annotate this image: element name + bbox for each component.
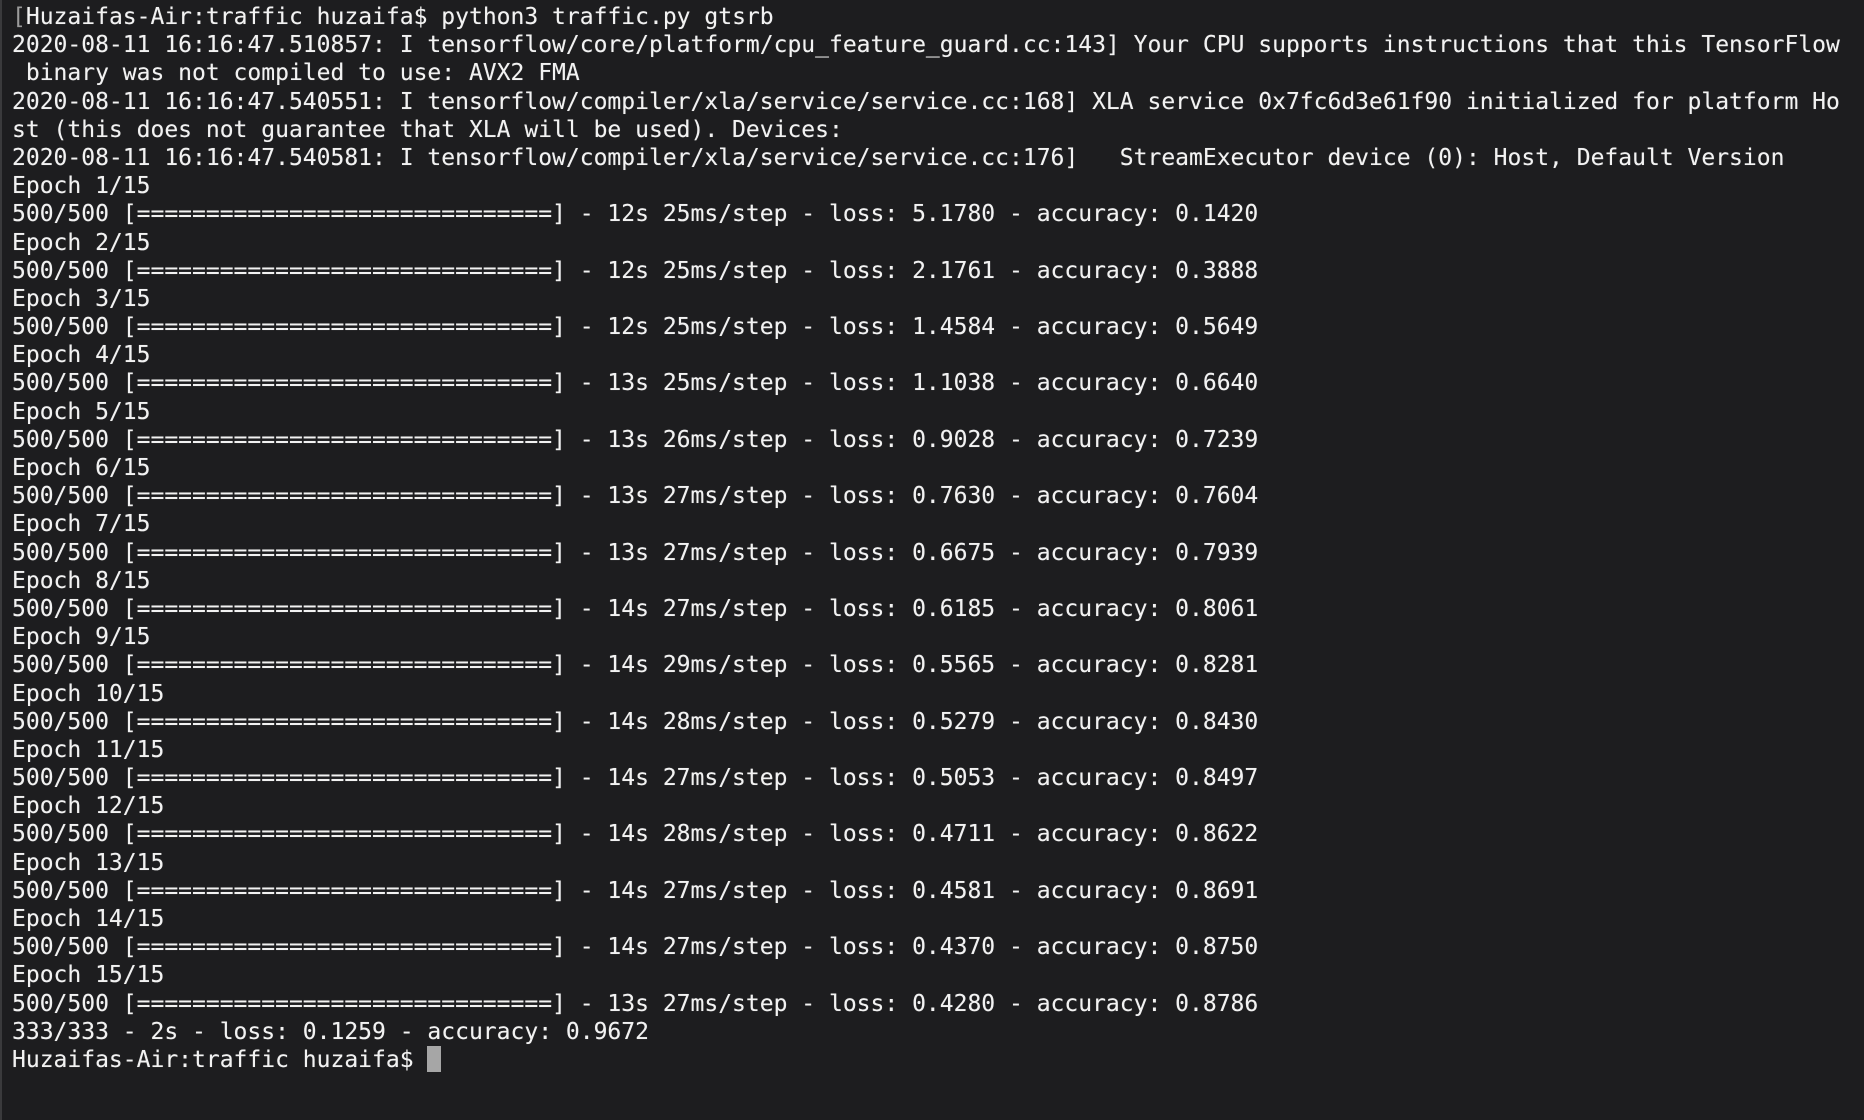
epoch-label-line: Epoch 1/15 bbox=[12, 173, 151, 200]
epoch-label-line: Epoch 14/15 bbox=[12, 906, 165, 932]
tf-log-line: 2020-08-11 16:16:47.540581: I tensorflow… bbox=[12, 144, 1785, 171]
epoch-label-line: Epoch 3/15 bbox=[12, 285, 151, 312]
epoch-progress-line: 500/500 [==============================]… bbox=[12, 483, 1259, 510]
shell-prompt: Huzaifas-Air:traffic huzaifa$ bbox=[25, 4, 442, 30]
final-prompt-line: Huzaifas-Air:traffic huzaifa$ bbox=[12, 1045, 1864, 1074]
shell-prompt: Huzaifas-Air:traffic huzaifa$ bbox=[12, 1046, 428, 1073]
epoch-label-line: Epoch 2/15 bbox=[12, 229, 151, 256]
epoch-label-line: Epoch 12/15 bbox=[12, 793, 165, 820]
epoch-progress-line: 500/500 [==============================]… bbox=[12, 877, 1259, 904]
epoch-progress-line: 500/500 [==============================]… bbox=[12, 539, 1259, 566]
epoch-label-line: Epoch 6/15 bbox=[12, 455, 151, 481]
epoch-progress-line: 500/500 [==============================]… bbox=[12, 765, 1259, 792]
epoch-progress-line: 500/500 [==============================]… bbox=[12, 652, 1259, 679]
tf-log-line: 2020-08-11 16:16:47.510857: I tensorflow… bbox=[12, 32, 1840, 59]
epoch-label-line: Epoch 13/15 bbox=[12, 849, 165, 876]
epoch-progress-line: 500/500 [==============================]… bbox=[12, 821, 1259, 848]
epoch-label-line: Epoch 5/15 bbox=[12, 398, 151, 425]
tf-log-line: st (this does not guarantee that XLA wil… bbox=[12, 116, 843, 143]
prompt-marker: [ bbox=[12, 4, 26, 30]
shell-command: python3 traffic.py gtsrb bbox=[441, 4, 774, 30]
tf-log-line: 2020-08-11 16:16:47.540551: I tensorflow… bbox=[12, 88, 1840, 115]
epoch-progress-line: 500/500 [==============================]… bbox=[12, 990, 1259, 1017]
epoch-progress-line: 500/500 [==============================]… bbox=[12, 934, 1259, 961]
epoch-progress-line: 500/500 [==============================]… bbox=[12, 314, 1259, 341]
epoch-label-line: Epoch 10/15 bbox=[12, 680, 165, 707]
evaluation-line: 333/333 - 2s - loss: 0.1259 - accuracy: … bbox=[12, 1018, 649, 1045]
tf-log-line: binary was not compiled to use: AVX2 FMA bbox=[12, 60, 580, 87]
training-output: Epoch 1/15 500/500 [=====================… bbox=[12, 172, 1864, 1018]
epoch-progress-line: 500/500 [==============================]… bbox=[12, 370, 1259, 397]
epoch-label-line: Epoch 7/15 bbox=[12, 511, 151, 538]
epoch-label-line: Epoch 4/15 bbox=[12, 342, 151, 369]
epoch-progress-line: 500/500 [==============================]… bbox=[12, 595, 1259, 622]
epoch-label-line: Epoch 9/15 bbox=[12, 624, 151, 651]
block-cursor bbox=[427, 1045, 442, 1072]
epoch-label-line: Epoch 8/15 bbox=[12, 567, 151, 594]
epoch-label-line: Epoch 15/15 bbox=[12, 962, 165, 989]
command-line: [Huzaifas-Air:traffic huzaifa$ python3 t… bbox=[12, 3, 1864, 31]
epoch-progress-line: 500/500 [==============================]… bbox=[12, 201, 1259, 228]
epoch-progress-line: 500/500 [==============================]… bbox=[12, 257, 1259, 284]
epoch-progress-line: 500/500 [==============================]… bbox=[12, 708, 1259, 735]
epoch-label-line: Epoch 11/15 bbox=[12, 736, 165, 763]
epoch-progress-line: 500/500 [==============================]… bbox=[12, 426, 1259, 453]
